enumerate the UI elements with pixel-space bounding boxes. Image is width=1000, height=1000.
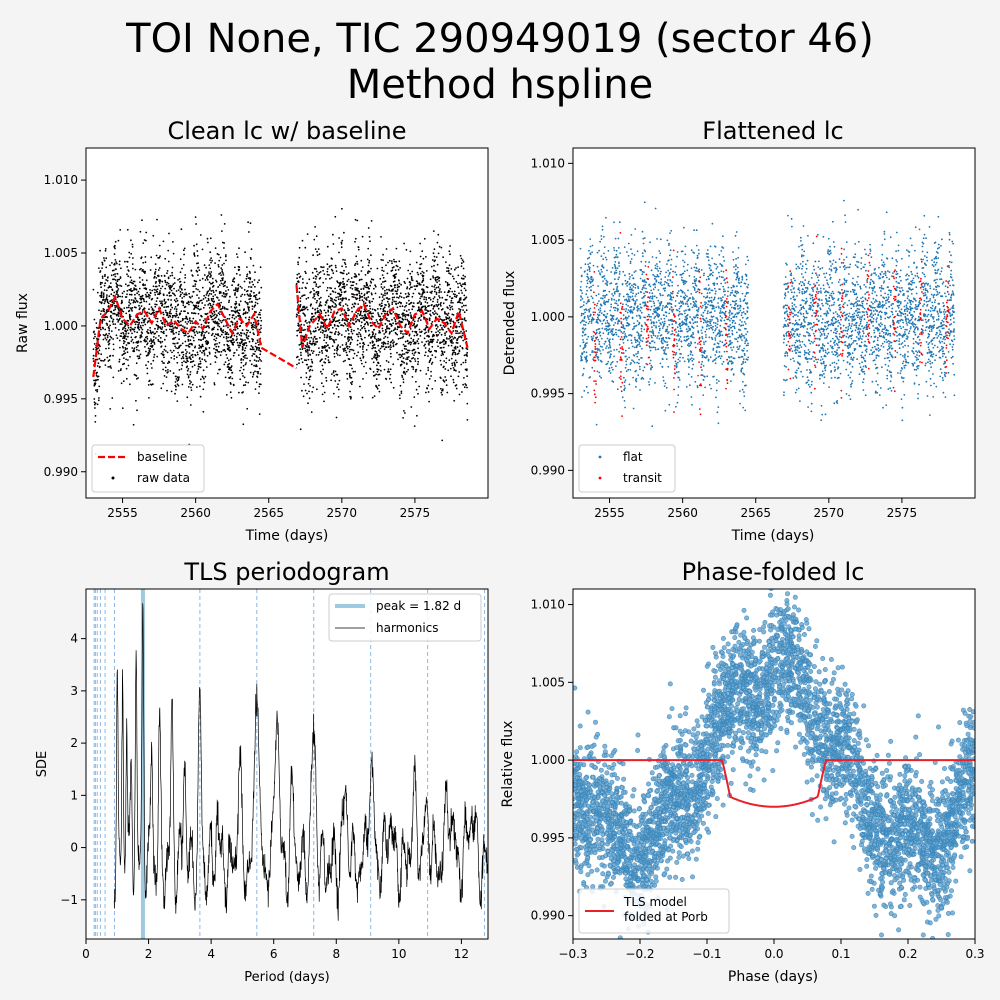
flat-xtick-label: 2565 [740, 506, 771, 520]
clean-xtick-label: 2575 [400, 506, 431, 520]
tls-ytick-label: 4 [70, 632, 78, 646]
flat-legend [578, 444, 676, 493]
phase-ytick-label: 0.995 [531, 831, 565, 845]
clean-ytick-label: 1.005 [44, 246, 78, 260]
tls-xtick-label: 10 [391, 947, 406, 961]
clean-xtick-label: 2570 [327, 506, 358, 520]
flat-legend-label: transit [623, 471, 662, 485]
clean-x-axis-label: Time (days) [245, 528, 329, 544]
phase-tls-model-curve [573, 759, 975, 808]
figure-title-line2: Method hspline [347, 62, 654, 108]
tls-axes-frame [85, 588, 489, 940]
clean-plot-body [92, 207, 469, 456]
phase-xtick-label: −0.1 [692, 947, 721, 961]
flat-ytick-label: 1.000 [531, 310, 565, 324]
clean-xtick-label: 2555 [107, 506, 138, 520]
clean-chart-title: Clean lc w/ baseline [167, 117, 406, 145]
phase-y-axis-label: Relative flux [500, 721, 516, 808]
flat-axes-frame [572, 147, 976, 499]
tls-ytick-label: 3 [70, 684, 78, 698]
flat-legend-flat-swatch [598, 455, 602, 459]
clean-ytick-label: 1.010 [44, 173, 78, 187]
clean-y-axis-label: Raw flux [15, 293, 31, 353]
phase-plot-body [573, 589, 975, 939]
tls-legend [328, 593, 482, 642]
phase-legend [578, 888, 730, 934]
phase-legend-label: TLS model folded at Porb [623, 895, 708, 924]
tls-sde-curve [113, 603, 488, 921]
clean-lc-panel: 2555 2560 2565 2570 2575 0.990 0.995 1.000 1.005… [44, 147, 489, 520]
clean-ytick-label: 0.995 [44, 392, 78, 406]
clean-ytick-label: 1.000 [44, 319, 78, 333]
clean-legend-label: baseline [137, 450, 187, 464]
tls-xtick-label: 0 [82, 947, 90, 961]
flat-y-axis-label: Detrended flux [502, 271, 518, 376]
flat-x-axis-label: Time (days) [731, 528, 815, 544]
tls-plot-body [93, 589, 488, 939]
tls-xtick-label: 8 [332, 947, 340, 961]
clean-xtick-label: 2560 [180, 506, 211, 520]
flat-ytick-label: 1.005 [531, 233, 565, 247]
flat-xtick-label: 2575 [887, 506, 918, 520]
flat-xtick-label: 2560 [667, 506, 698, 520]
flat-data-points [579, 199, 956, 428]
phase-x-axis-label: Phase (days) [728, 969, 818, 985]
flat-xtick-label: 2570 [814, 506, 845, 520]
phase-xtick-label: 0.1 [831, 947, 850, 961]
clean-axes-frame [85, 147, 489, 499]
tls-y-axis-label: SDE [35, 751, 50, 777]
flat-ytick-label: 0.995 [531, 387, 565, 401]
flat-plot-body [579, 199, 956, 428]
phase-ytick-label: 1.010 [531, 598, 565, 612]
clean-baseline-line [92, 293, 263, 378]
clean-legend-label: raw data [137, 471, 190, 485]
phase-xtick-label: 0.2 [898, 947, 917, 961]
tls-xtick-label: 4 [207, 947, 215, 961]
tls-xtick-label: 12 [454, 947, 469, 961]
tls-ytick-label: 1 [70, 788, 78, 802]
flattened-lc-panel: 2555 2560 2565 2570 2575 0.990 0.995 1.000 1.005… [531, 147, 976, 520]
phase-ytick-label: 1.000 [531, 753, 565, 767]
phase-xtick-label: 0.3 [965, 947, 984, 961]
clean-xtick-label: 2565 [253, 506, 284, 520]
phase-legend-label-line: folded at Porb [624, 910, 708, 924]
flat-chart-title: Flattened lc [702, 117, 843, 145]
tls-legend-label: harmonics [376, 621, 439, 635]
phase-legend-label-line: TLS model [623, 895, 687, 909]
tls-ytick-label: 0 [70, 841, 78, 855]
phase-ytick-label: 1.005 [531, 675, 565, 689]
clean-legend-raw-swatch [111, 476, 115, 480]
tls-xtick-label: 2 [145, 947, 153, 961]
tls-plot-area [86, 589, 488, 939]
tls-xtick-label: 6 [270, 947, 278, 961]
tls-legend-label: peak = 1.82 d [376, 599, 461, 613]
clean-baseline-line [295, 284, 469, 349]
phase-folded-panel: −0.3 −0.2 −0.1 0.0 0.1 0.2 0.3 0.990 0.995 1.000 1… [531, 588, 985, 961]
flat-legend-transit-swatch [598, 476, 602, 480]
flat-ytick-label: 0.990 [531, 463, 565, 477]
phase-xtick-label: 0.0 [764, 947, 783, 961]
tls-chart-title: TLS periodogram [183, 558, 389, 586]
phase-chart-title: Phase-folded lc [682, 558, 865, 586]
tls-x-axis-label: Period (days) [244, 970, 330, 985]
flat-legend-label: flat [623, 450, 643, 464]
phase-ytick-label: 0.990 [531, 909, 565, 923]
phase-xtick-label: −0.2 [625, 947, 654, 961]
tls-ytick-label: 2 [70, 736, 78, 750]
phase-xtick-label: −0.3 [558, 947, 587, 961]
flat-xtick-label: 2555 [594, 506, 625, 520]
tls-ytick-label: −1 [60, 893, 78, 907]
flat-ytick-label: 1.010 [531, 156, 565, 170]
phase-data-points [573, 589, 975, 939]
clean-ytick-label: 0.990 [44, 465, 78, 479]
clean-baseline-gap-line [260, 346, 298, 370]
figure-title-line1: TOI None, TIC 290949019 (sector 46) [125, 16, 874, 62]
